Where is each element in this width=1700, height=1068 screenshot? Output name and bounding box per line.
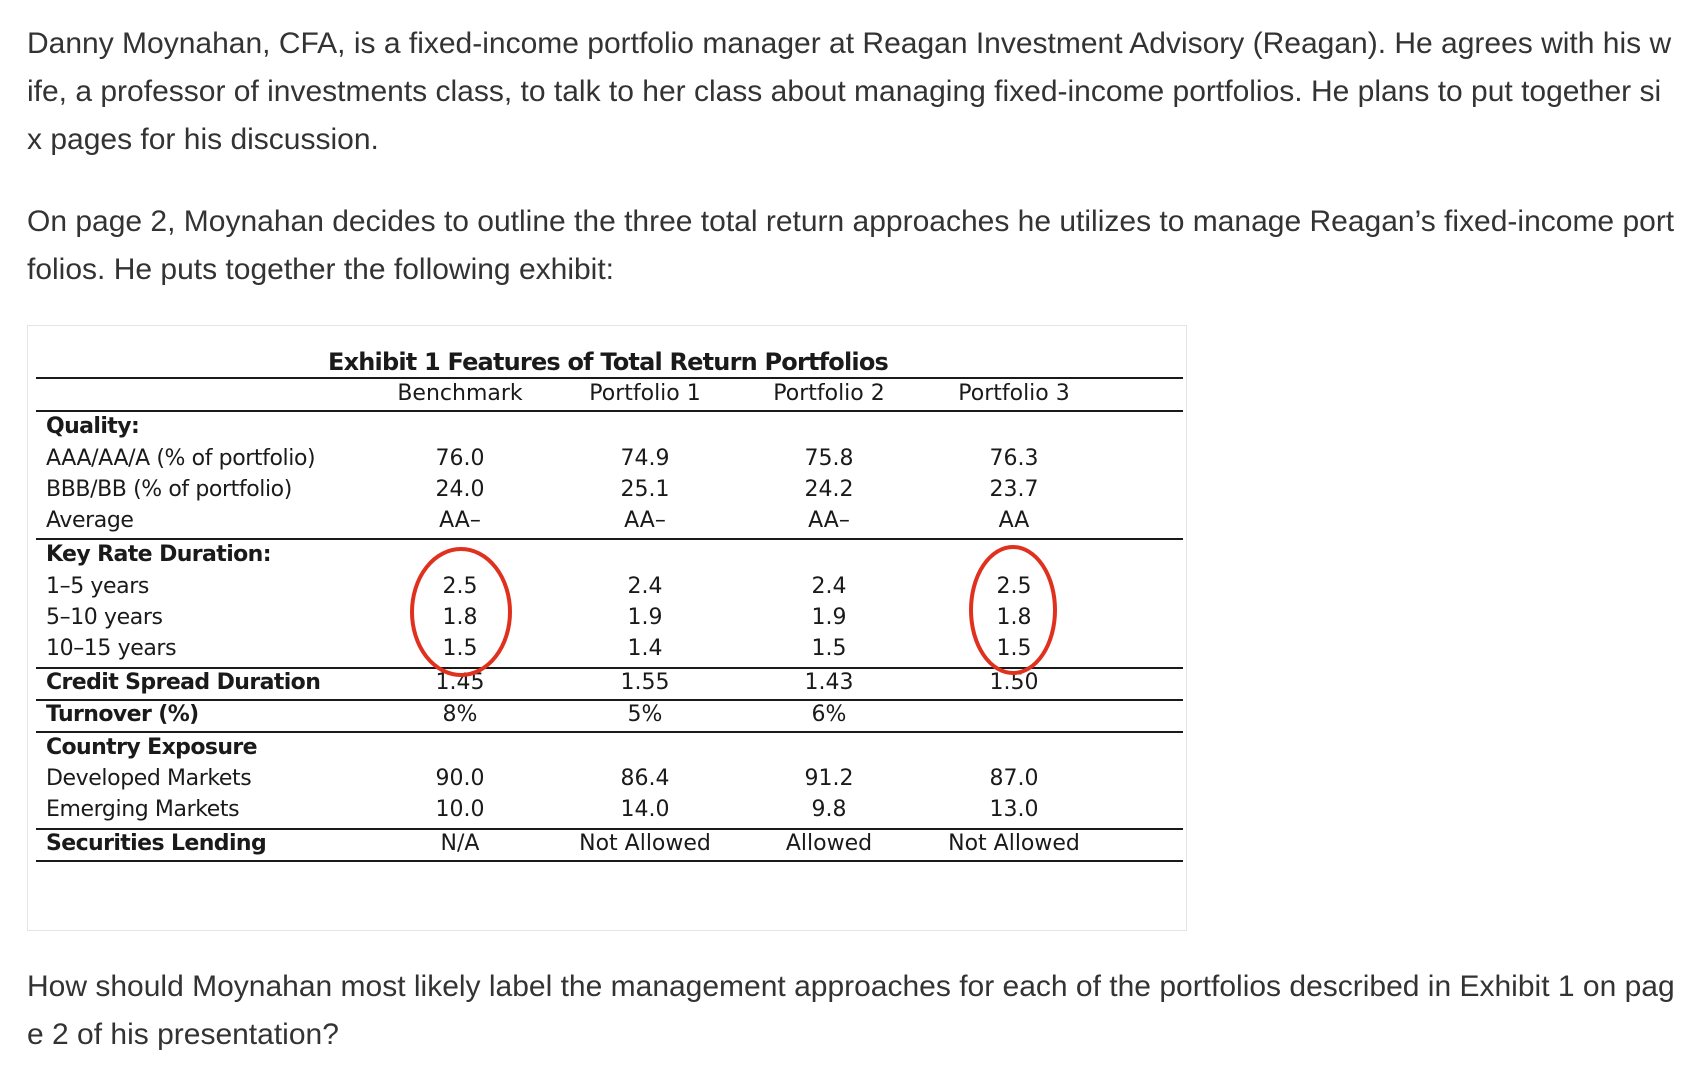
table-cell: N/A (440, 831, 480, 856)
table-cell: 1.4 (627, 636, 663, 661)
table-cell: Allowed (785, 831, 873, 856)
table-cell: 86.4 (620, 766, 670, 791)
table-cell: 23.7 (989, 477, 1039, 502)
table-cell: 24.0 (435, 477, 485, 502)
table-rule (36, 699, 1183, 701)
table-rule (36, 860, 1183, 862)
table-rule (36, 667, 1183, 669)
row-label: BBB/BB (% of portfolio) (46, 477, 292, 502)
table-cell: 2.4 (627, 574, 663, 599)
table-cell: 24.2 (804, 477, 854, 502)
table-cell: 14.0 (620, 797, 670, 822)
row-label: Developed Markets (46, 766, 252, 791)
column-header-benchmark: Benchmark (397, 381, 523, 406)
table-cell: 91.2 (804, 766, 854, 791)
column-header-portfolio-2: Portfolio 2 (773, 381, 885, 406)
intro-paragraph: Danny Moynahan, CFA, is a fixed-income p… (27, 27, 1672, 156)
exhibit-title: Exhibit 1 Features of Total Return Portf… (327, 348, 889, 376)
table-cell: 1.8 (996, 605, 1032, 630)
row-label: Average (46, 508, 134, 533)
page2-paragraph: On page 2, Moynahan decides to outline t… (27, 205, 1675, 286)
table-cell: 75.8 (804, 446, 854, 471)
table-cell: 2.4 (811, 574, 847, 599)
table-cell: 1.9 (627, 605, 663, 630)
annotation-layer (410, 545, 1057, 677)
table-cell: 1.8 (442, 605, 478, 630)
table-cell: 1.9 (811, 605, 847, 630)
row-label: 10–15 years (46, 636, 177, 661)
red-circle-benchmark-key-rate (410, 547, 512, 677)
question-paragraph: How should Moynahan most likely label th… (27, 970, 1675, 1051)
section-quality: Quality: (46, 414, 140, 439)
row-label: 1–5 years (46, 574, 149, 599)
column-header-portfolio-3: Portfolio 3 (958, 381, 1070, 406)
red-circle-portfolio-3-key-rate (969, 545, 1057, 675)
table-cell: 2.5 (442, 574, 478, 599)
section-turnover: Turnover (%) (46, 702, 199, 727)
table-cell: 76.0 (435, 446, 485, 471)
section-key-rate-duration: Key Rate Duration: (46, 542, 272, 567)
table-cell: 8% (442, 702, 478, 727)
table-cell: 90.0 (435, 766, 485, 791)
table-rule (36, 731, 1183, 733)
table-cell: AA– (624, 508, 666, 533)
table-cell: 9.8 (811, 797, 847, 822)
row-label: Emerging Markets (46, 797, 240, 822)
row-label: 5–10 years (46, 605, 163, 630)
table-cell: 1.55 (620, 670, 670, 695)
table-cell: AA (998, 508, 1030, 533)
column-header-portfolio-1: Portfolio 1 (589, 381, 701, 406)
table-cell: 1.5 (442, 636, 478, 661)
table-rule (36, 410, 1183, 412)
table-cell: Not Allowed (579, 831, 711, 856)
table-cell: 5% (627, 702, 663, 727)
table-cell: 10.0 (435, 797, 485, 822)
table-rule (36, 377, 1183, 379)
exhibit-1-image: Exhibit 1 Features of Total Return Portf… (27, 325, 1187, 931)
section-credit-spread-duration: Credit Spread Duration (46, 670, 321, 695)
section-securities-lending: Securities Lending (46, 831, 267, 856)
table-rule (36, 538, 1183, 540)
section-country-exposure: Country Exposure (46, 735, 258, 760)
table-cell: 76.3 (989, 446, 1039, 471)
row-label: AAA/AA/A (% of portfolio) (46, 446, 316, 471)
table-cell: 87.0 (989, 766, 1039, 791)
table-cell: AA– (808, 508, 850, 533)
table-cell: 2.5 (996, 574, 1032, 599)
table-cell: 74.9 (620, 446, 670, 471)
table-cell: AA– (439, 508, 481, 533)
table-cell: 1.43 (804, 670, 854, 695)
table-cell: 6% (811, 702, 847, 727)
table-cell: 25.1 (620, 477, 670, 502)
table-cell: Not Allowed (948, 831, 1080, 856)
table-cell: 1.5 (811, 636, 847, 661)
table-cell: 13.0 (989, 797, 1039, 822)
table-cell: 1.5 (996, 636, 1032, 661)
table-rule (36, 828, 1183, 830)
